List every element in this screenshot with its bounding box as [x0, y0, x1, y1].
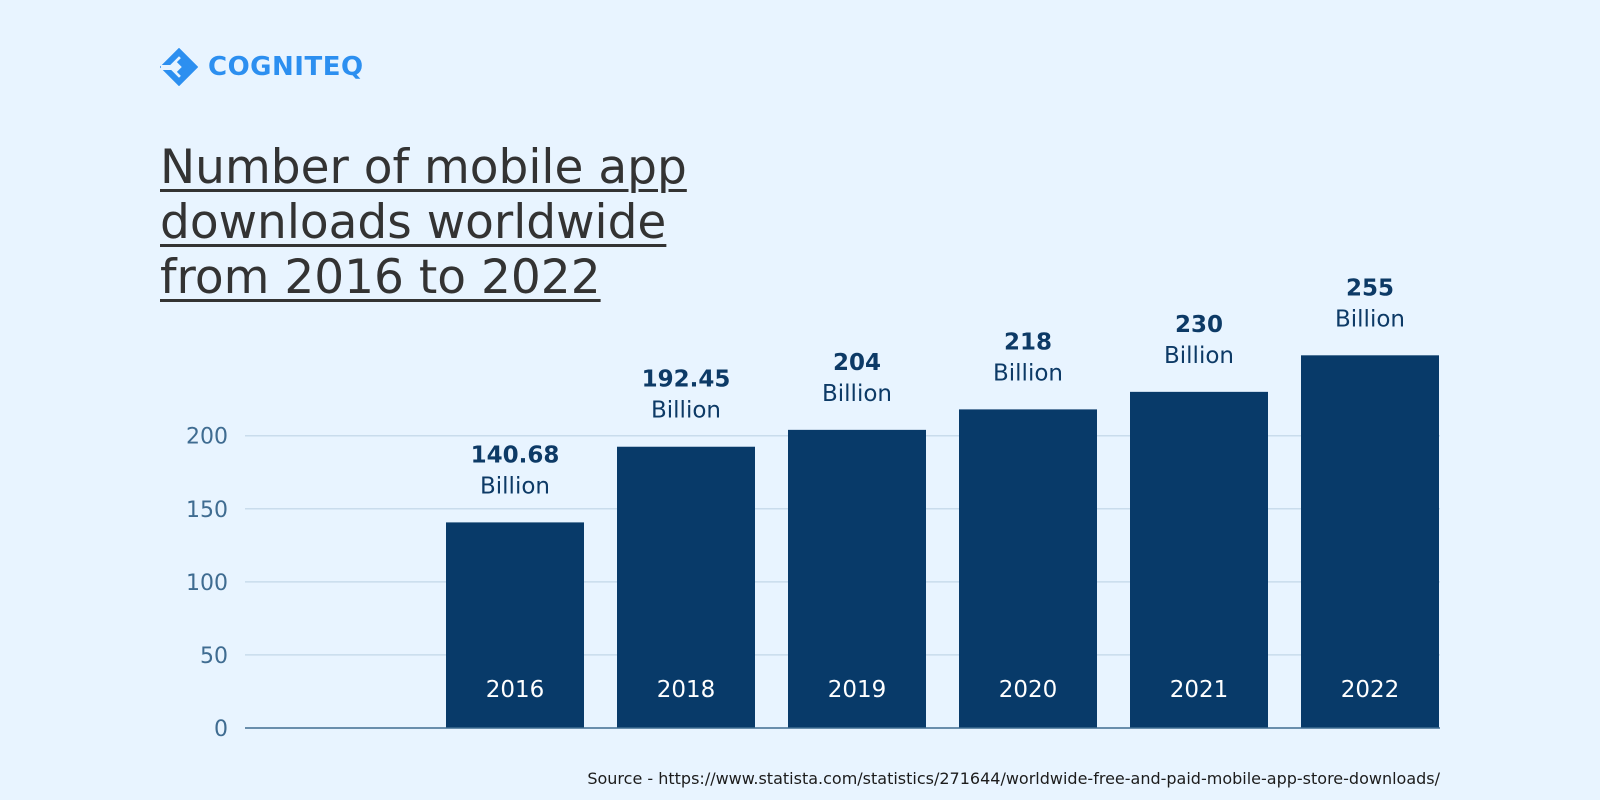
chart-title: Number of mobile app downloads worldwide… — [160, 140, 720, 305]
bar-value-label: 255 — [1346, 275, 1394, 301]
y-tick-label: 0 — [214, 717, 228, 742]
bar-value-label: 218 — [1004, 329, 1052, 355]
bar-value-label: 192.45 — [642, 367, 731, 393]
title-line-2: downloads worldwide — [160, 195, 667, 250]
y-tick-label: 200 — [186, 425, 228, 450]
bar-unit-label: Billion — [1164, 343, 1234, 369]
bar — [1130, 391, 1268, 728]
x-category-label: 2022 — [1341, 677, 1400, 703]
bar-unit-label: Billion — [480, 473, 550, 499]
x-category-label: 2018 — [657, 677, 716, 703]
bar-unit-label: Billion — [651, 398, 721, 424]
bar-chart: 0 50 100 150 200 140.68 Billion 2016 192.45 Billi… — [186, 275, 1440, 742]
bar — [1301, 355, 1439, 728]
bar-value-label: 204 — [833, 350, 881, 376]
bar — [617, 446, 755, 728]
title-line-3: from 2016 to 2022 — [160, 250, 601, 305]
bar-unit-label: Billion — [1335, 306, 1405, 332]
x-category-label: 2021 — [1170, 677, 1229, 703]
brand-name: COGNITEQ — [208, 52, 364, 82]
bar — [446, 522, 584, 728]
x-category-label: 2016 — [486, 677, 545, 703]
y-tick-label: 50 — [200, 644, 228, 669]
brand-logo: COGNITEQ — [160, 48, 364, 86]
y-tick-label: 150 — [186, 498, 228, 523]
x-category-label: 2020 — [999, 677, 1058, 703]
bar-unit-label: Billion — [822, 381, 892, 407]
title-line-1: Number of mobile app — [160, 140, 687, 195]
bar-unit-label: Billion — [993, 360, 1063, 386]
x-category-label: 2019 — [828, 677, 887, 703]
bar-value-label: 230 — [1175, 312, 1223, 338]
source-note: Source - https://www.statista.com/statis… — [587, 769, 1440, 788]
bar-value-label: 140.68 — [471, 442, 560, 468]
y-tick-label: 100 — [186, 571, 228, 596]
bar — [959, 409, 1097, 728]
cogniteq-diamond-logo-icon — [160, 48, 198, 86]
bar — [788, 429, 926, 728]
